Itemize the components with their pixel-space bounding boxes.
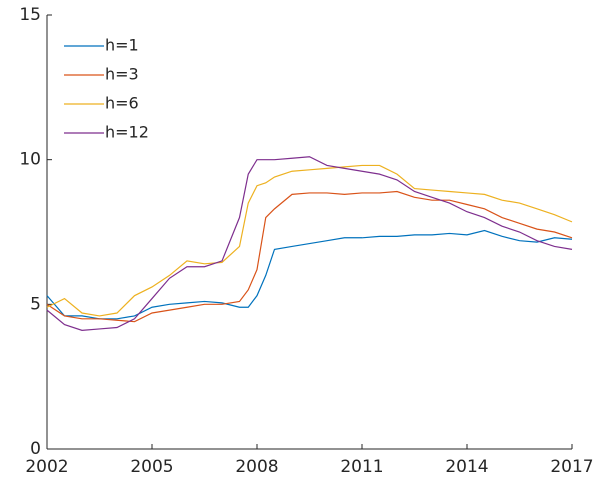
- x-tick-label: 2014: [445, 457, 488, 477]
- series-line: [46, 164, 573, 317]
- y-tick-label: 5: [30, 294, 41, 314]
- x-tick-label: 2002: [25, 457, 68, 477]
- legend-label: h=6: [105, 94, 139, 113]
- y-tick-label: 0: [30, 439, 41, 459]
- y-tick-label: 10: [19, 150, 41, 170]
- series-line: [46, 229, 573, 320]
- x-tick-label: 2011: [340, 457, 383, 477]
- y-tick-label: 15: [19, 5, 41, 25]
- legend-label: h=12: [105, 123, 149, 142]
- series-line: [46, 190, 573, 323]
- legend-label: h=3: [105, 65, 139, 84]
- legend-label: h=1: [105, 36, 139, 55]
- x-tick-label: 2008: [235, 457, 278, 477]
- x-tick-label: 2005: [130, 457, 173, 477]
- series-line: [46, 156, 573, 331]
- x-tick-label: 2017: [550, 457, 593, 477]
